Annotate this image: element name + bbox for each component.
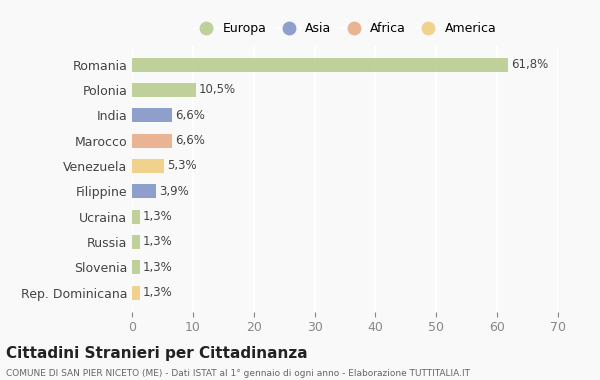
Text: 10,5%: 10,5% [199, 84, 236, 97]
Bar [132, 58, 508, 71]
Bar [132, 83, 196, 97]
Text: 1,3%: 1,3% [143, 210, 173, 223]
Text: 1,3%: 1,3% [143, 235, 173, 249]
Bar [132, 286, 140, 299]
Bar [132, 235, 140, 249]
Text: 1,3%: 1,3% [143, 261, 173, 274]
Bar [132, 184, 156, 198]
Bar [132, 159, 164, 173]
Bar [132, 260, 140, 274]
Text: Cittadini Stranieri per Cittadinanza: Cittadini Stranieri per Cittadinanza [6, 346, 308, 361]
Text: 1,3%: 1,3% [143, 286, 173, 299]
Legend: Europa, Asia, Africa, America: Europa, Asia, Africa, America [188, 17, 502, 40]
Text: 3,9%: 3,9% [159, 185, 188, 198]
Bar [132, 134, 172, 147]
Text: 6,6%: 6,6% [175, 134, 205, 147]
Bar [132, 210, 140, 223]
Bar [132, 108, 172, 122]
Text: 61,8%: 61,8% [511, 58, 548, 71]
Text: COMUNE DI SAN PIER NICETO (ME) - Dati ISTAT al 1° gennaio di ogni anno - Elabora: COMUNE DI SAN PIER NICETO (ME) - Dati IS… [6, 369, 470, 378]
Text: 5,3%: 5,3% [167, 160, 197, 173]
Text: 6,6%: 6,6% [175, 109, 205, 122]
